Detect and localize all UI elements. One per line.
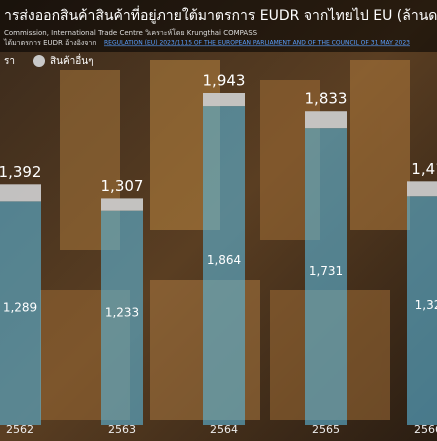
legend-swatch [33, 55, 45, 67]
value-label: 1,731 [309, 264, 343, 278]
x-tick-label: 2566 [414, 423, 437, 436]
x-tick-label: 2562 [6, 423, 34, 436]
value-label: 1,864 [207, 253, 241, 267]
total-label: 1,41 [411, 160, 437, 178]
total-label: 1,307 [101, 177, 144, 195]
total-label: 1,833 [305, 90, 348, 108]
total-label: 1,392 [0, 163, 41, 181]
source: Commission, International Trade Centre ว… [4, 28, 258, 37]
bar-top-segment [101, 198, 143, 211]
bar-segment [407, 196, 437, 425]
bar-segment [101, 210, 143, 425]
header-band [0, 0, 437, 52]
legend-label: สินค้าอื่นๆ [50, 53, 93, 67]
total-label: 1,943 [203, 72, 246, 90]
chart-title: ารส่งออกสินค้าสินค้าที่อยู่ภายใต้มาตรการ… [4, 6, 437, 24]
source: ได้มาตรการ EUDR อ้างอิงจาก [3, 38, 97, 47]
value-label: 1,289 [3, 301, 37, 315]
bar-segment [203, 106, 245, 425]
bar-segment [0, 201, 41, 425]
x-tick-label: 2564 [210, 423, 238, 436]
bar-top-segment [407, 181, 437, 197]
legend-label: รา [4, 56, 15, 67]
x-tick-label: 2565 [312, 423, 340, 436]
value-label: 1,233 [105, 305, 139, 319]
bar-top-segment [0, 184, 41, 202]
bar-segment [305, 128, 347, 425]
bar-top-segment [305, 111, 347, 129]
bar-top-segment [203, 93, 245, 107]
source-link[interactable]: REGULATION (EU) 2023/1115 OF THE EUROPEA… [104, 40, 410, 47]
value-label: 1,32 [415, 298, 437, 312]
x-tick-label: 2563 [108, 423, 136, 436]
